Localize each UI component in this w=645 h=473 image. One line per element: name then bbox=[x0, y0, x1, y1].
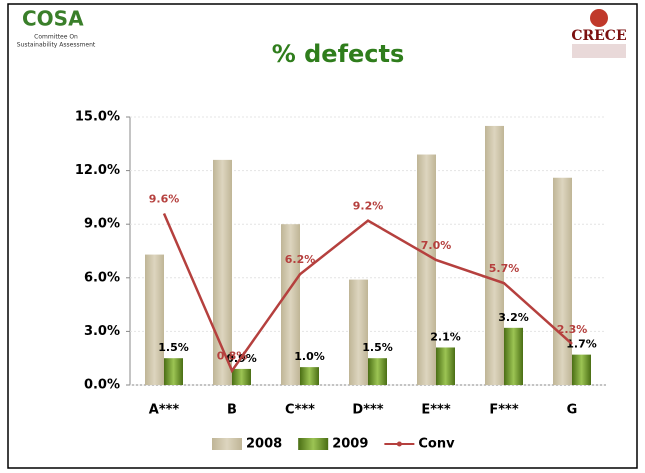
data-label: 7.0% bbox=[421, 239, 452, 252]
bar bbox=[145, 254, 164, 385]
x-tick-label: G bbox=[567, 403, 578, 418]
bar bbox=[281, 224, 300, 385]
legend-swatch bbox=[298, 438, 329, 450]
logo-left: COSA Committee On Sustainability Assessm… bbox=[17, 7, 96, 49]
legend-label: 2008 bbox=[246, 437, 282, 452]
bar bbox=[349, 279, 368, 385]
data-label: 0.8% bbox=[217, 350, 248, 363]
bar bbox=[417, 154, 436, 385]
bar bbox=[553, 177, 572, 385]
bar bbox=[485, 125, 504, 385]
legend-label: 2009 bbox=[332, 437, 368, 452]
data-label: 1.0% bbox=[294, 350, 325, 363]
bar bbox=[232, 368, 251, 385]
x-tick-label: C*** bbox=[285, 403, 315, 418]
data-label: 1.5% bbox=[362, 341, 393, 354]
data-label: 2.1% bbox=[430, 330, 461, 343]
chart-title: % defects bbox=[272, 40, 405, 68]
slide-border bbox=[7, 3, 638, 469]
bar bbox=[300, 367, 319, 385]
logo-text: Sustainability Assessment bbox=[17, 42, 96, 49]
bar bbox=[504, 327, 523, 385]
data-label: 3.2% bbox=[498, 311, 529, 324]
y-tick-label: 0.0% bbox=[84, 378, 120, 393]
legend-label: Conv bbox=[418, 437, 455, 452]
x-tick-label: A*** bbox=[149, 403, 180, 418]
bar bbox=[436, 347, 455, 385]
logo-text: COSA bbox=[22, 7, 84, 31]
logo-strip bbox=[572, 44, 626, 58]
x-tick-label: F*** bbox=[489, 403, 518, 418]
legend-swatch bbox=[396, 441, 402, 447]
bar bbox=[368, 358, 387, 385]
logo-right: CRECE bbox=[571, 9, 627, 58]
y-tick-label: 15.0% bbox=[75, 110, 120, 125]
y-tick-label: 3.0% bbox=[84, 324, 120, 339]
data-label: 5.7% bbox=[489, 262, 520, 275]
y-tick-label: 6.0% bbox=[84, 270, 120, 285]
logo-text: Committee On bbox=[34, 34, 78, 41]
data-label: 9.2% bbox=[353, 200, 384, 213]
data-label: 1.7% bbox=[566, 338, 597, 351]
data-label: 6.2% bbox=[285, 253, 316, 266]
x-tick-label: B bbox=[227, 403, 237, 418]
legend-swatch bbox=[212, 438, 242, 450]
bar bbox=[164, 358, 183, 385]
y-tick-label: 12.0% bbox=[75, 163, 120, 178]
bar bbox=[213, 159, 232, 385]
x-tick-label: D*** bbox=[352, 403, 383, 418]
logo-text: CRECE bbox=[571, 28, 626, 44]
data-label: 1.5% bbox=[158, 341, 189, 354]
data-label: 9.6% bbox=[149, 192, 180, 205]
data-label: 2.3% bbox=[557, 323, 588, 336]
x-tick-label: E*** bbox=[421, 403, 450, 418]
bar bbox=[572, 354, 591, 385]
logo-icon bbox=[590, 9, 608, 27]
line bbox=[162, 212, 573, 374]
y-tick-label: 9.0% bbox=[84, 217, 120, 232]
